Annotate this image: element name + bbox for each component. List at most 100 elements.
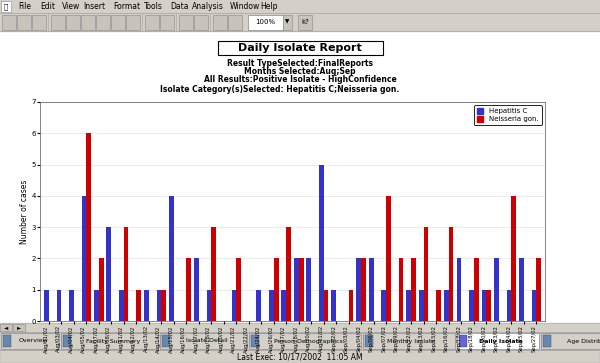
Bar <box>32 15 46 30</box>
Bar <box>494 258 499 321</box>
Text: 📄: 📄 <box>4 3 8 10</box>
Text: k?: k? <box>301 19 309 25</box>
Bar <box>17 15 31 30</box>
Bar <box>169 196 174 321</box>
Bar <box>274 258 278 321</box>
Text: Facility Summary: Facility Summary <box>86 339 140 343</box>
Bar <box>382 290 386 321</box>
Bar <box>228 15 242 30</box>
Bar <box>64 335 71 347</box>
Text: Person Demographics: Person Demographics <box>274 339 343 343</box>
Bar <box>349 290 353 321</box>
Bar <box>449 227 454 321</box>
Text: Daily Isolate Report: Daily Isolate Report <box>238 43 362 53</box>
Bar <box>1 1 11 12</box>
Bar <box>541 333 600 349</box>
Bar <box>0 13 600 31</box>
Bar <box>319 164 324 321</box>
Bar <box>236 258 241 321</box>
Bar <box>186 258 191 321</box>
Bar <box>119 290 124 321</box>
Bar <box>157 290 161 321</box>
Bar <box>362 333 455 349</box>
Bar <box>82 196 86 321</box>
Bar <box>307 258 311 321</box>
Bar <box>0 350 600 363</box>
Text: Result TypeSelected:FinalReports: Result TypeSelected:FinalReports <box>227 58 373 68</box>
Text: Daily Isolate: Daily Isolate <box>479 339 523 343</box>
Legend: Hepatitis C, Neisseria gon.: Hepatitis C, Neisseria gon. <box>474 106 542 125</box>
Bar <box>269 290 274 321</box>
Bar <box>299 258 304 321</box>
Bar <box>218 41 383 55</box>
Bar <box>160 15 174 30</box>
Bar <box>506 290 511 321</box>
Bar <box>294 258 299 321</box>
Bar <box>99 258 104 321</box>
Bar <box>536 258 541 321</box>
Text: ◄: ◄ <box>4 325 8 330</box>
Bar <box>469 290 474 321</box>
Text: Isolate Detail: Isolate Detail <box>186 339 227 343</box>
Text: ▼: ▼ <box>285 20 289 24</box>
Bar <box>251 335 259 347</box>
Bar <box>56 290 61 321</box>
Bar <box>81 15 95 30</box>
Bar <box>96 15 110 30</box>
Bar <box>369 258 374 321</box>
Bar <box>486 290 491 321</box>
Bar <box>145 15 159 30</box>
Text: File: File <box>18 2 31 11</box>
Text: Tools: Tools <box>144 2 163 11</box>
Bar <box>144 290 149 321</box>
Text: Months Selected:Aug;Sep: Months Selected:Aug;Sep <box>244 66 356 76</box>
Bar <box>283 15 292 30</box>
Bar <box>69 290 74 321</box>
Bar <box>66 15 80 30</box>
Text: Help: Help <box>260 2 278 11</box>
Bar <box>411 258 416 321</box>
Text: View: View <box>62 2 80 11</box>
Bar <box>331 290 336 321</box>
Bar <box>161 290 166 321</box>
Bar <box>324 290 329 321</box>
Bar <box>194 258 199 321</box>
Bar <box>399 258 403 321</box>
Bar <box>162 335 170 347</box>
Bar <box>424 227 428 321</box>
Bar <box>482 290 486 321</box>
Bar <box>111 15 125 30</box>
Bar <box>106 227 111 321</box>
Bar <box>3 335 11 347</box>
Bar <box>281 290 286 321</box>
Text: Data: Data <box>170 2 188 11</box>
Bar <box>444 290 449 321</box>
Bar <box>356 258 361 321</box>
Bar <box>457 258 461 321</box>
Bar <box>0 0 600 13</box>
Bar <box>519 258 524 321</box>
Bar <box>365 335 373 347</box>
Bar <box>0 332 600 350</box>
Bar <box>248 15 283 30</box>
Text: All Results:Positive Isolate - HighConfidence: All Results:Positive Isolate - HighConfi… <box>203 74 397 83</box>
Bar <box>256 290 261 321</box>
Bar <box>0 323 600 332</box>
Bar <box>0 324 12 331</box>
Bar <box>179 15 193 30</box>
Text: Window: Window <box>230 2 260 11</box>
Bar <box>51 15 65 30</box>
Bar <box>419 290 424 321</box>
Text: 100%: 100% <box>255 19 275 25</box>
Text: Last Exec: 10/17/2002  11:05 AM: Last Exec: 10/17/2002 11:05 AM <box>237 352 363 361</box>
Bar <box>436 290 441 321</box>
Bar <box>194 15 208 30</box>
Text: Isolate Category(s)Selected: Hepatitis C;Neisseria gon.: Isolate Category(s)Selected: Hepatitis C… <box>160 86 400 94</box>
Text: Analysis: Analysis <box>191 2 223 11</box>
Bar <box>124 227 128 321</box>
Bar <box>250 333 361 349</box>
Bar <box>286 227 291 321</box>
Bar <box>136 290 141 321</box>
Bar <box>13 324 25 331</box>
Bar <box>474 258 479 321</box>
